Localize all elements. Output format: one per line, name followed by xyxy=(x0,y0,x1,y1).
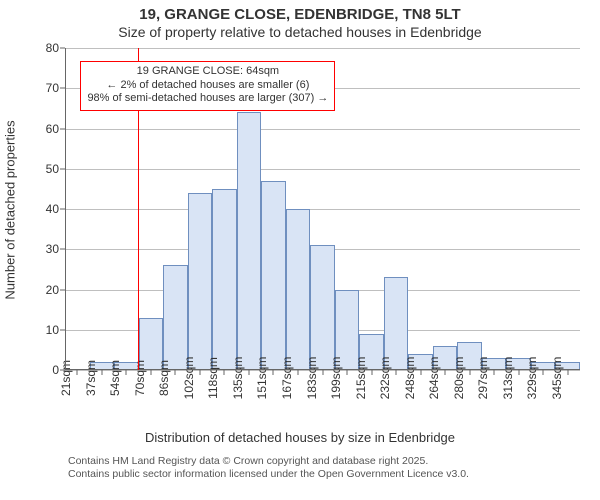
xtick-mark xyxy=(273,370,274,375)
xtick-mark xyxy=(77,370,78,375)
xtick-mark xyxy=(445,370,446,375)
annotation-box: 19 GRANGE CLOSE: 64sqm← 2% of detached h… xyxy=(80,61,335,111)
xtick-label: 199sqm xyxy=(329,357,343,400)
xtick-label: 37sqm xyxy=(84,360,98,396)
attribution-line-2: Contains public sector information licen… xyxy=(68,468,469,481)
ytick-label: 0 xyxy=(52,363,59,377)
xtick-label: 264sqm xyxy=(427,357,441,400)
chart-title-line2: Size of property relative to detached ho… xyxy=(0,24,600,40)
xtick-label: 118sqm xyxy=(206,357,220,399)
attribution-text: Contains HM Land Registry data © Crown c… xyxy=(68,455,469,481)
xtick-label: 313sqm xyxy=(501,357,515,400)
xtick-mark xyxy=(101,370,102,375)
y-axis-label: Number of detached properties xyxy=(3,120,18,299)
xtick-mark xyxy=(224,370,225,375)
xtick-label: 70sqm xyxy=(133,360,147,396)
xtick-label: 54sqm xyxy=(108,360,122,396)
xtick-label: 232sqm xyxy=(378,357,392,400)
xtick-mark xyxy=(420,370,421,375)
ytick-label: 60 xyxy=(46,122,59,136)
xtick-mark xyxy=(567,370,568,375)
histogram-bar xyxy=(188,193,213,370)
annotation-line: 19 GRANGE CLOSE: 64sqm xyxy=(87,65,328,79)
xtick-mark xyxy=(322,370,323,375)
xtick-mark xyxy=(126,370,127,375)
annotation-line: ← 2% of detached houses are smaller (6) xyxy=(87,79,328,93)
xtick-label: 345sqm xyxy=(550,357,564,400)
gridline-h xyxy=(65,48,580,49)
attribution-line-1: Contains HM Land Registry data © Crown c… xyxy=(68,455,469,468)
xtick-label: 151sqm xyxy=(255,357,269,400)
xtick-mark xyxy=(396,370,397,375)
xtick-label: 135sqm xyxy=(231,357,245,400)
chart-title-line1: 19, GRANGE CLOSE, EDENBRIDGE, TN8 5LT xyxy=(0,6,600,23)
xtick-label: 280sqm xyxy=(452,357,466,400)
xtick-mark xyxy=(199,370,200,375)
xtick-label: 167sqm xyxy=(280,357,294,400)
histogram-bar xyxy=(261,181,286,370)
xtick-label: 248sqm xyxy=(403,357,417,400)
x-axis-label: Distribution of detached houses by size … xyxy=(0,430,600,445)
xtick-mark xyxy=(494,370,495,375)
xtick-mark xyxy=(518,370,519,375)
xtick-mark xyxy=(150,370,151,375)
ytick-label: 80 xyxy=(46,41,59,55)
histogram-bar xyxy=(237,112,262,370)
xtick-mark xyxy=(297,370,298,375)
xtick-mark xyxy=(175,370,176,375)
annotation-line: 98% of semi-detached houses are larger (… xyxy=(87,92,328,106)
gridline-h xyxy=(65,169,580,170)
ytick-label: 70 xyxy=(46,81,59,95)
ytick-label: 20 xyxy=(46,283,59,297)
xtick-label: 297sqm xyxy=(476,357,490,400)
ytick-label: 30 xyxy=(46,242,59,256)
xtick-mark xyxy=(248,370,249,375)
xtick-label: 329sqm xyxy=(525,357,539,400)
histogram-bar xyxy=(310,245,335,370)
ytick-label: 10 xyxy=(46,323,59,337)
x-axis-line xyxy=(65,369,580,370)
histogram-bar xyxy=(212,189,237,370)
xtick-label: 86sqm xyxy=(157,360,171,396)
xtick-label: 21sqm xyxy=(59,360,73,396)
xtick-mark xyxy=(469,370,470,375)
gridline-h xyxy=(65,209,580,210)
gridline-h xyxy=(65,129,580,130)
plot-area: 0102030405060708021sqm37sqm54sqm70sqm86s… xyxy=(65,48,580,370)
histogram-bar xyxy=(286,209,311,370)
ytick-label: 40 xyxy=(46,202,59,216)
y-axis-line xyxy=(65,48,66,370)
xtick-label: 102sqm xyxy=(182,357,196,400)
xtick-label: 183sqm xyxy=(305,357,319,400)
xtick-mark xyxy=(543,370,544,375)
ytick-label: 50 xyxy=(46,162,59,176)
histogram-bar xyxy=(163,265,188,370)
xtick-label: 215sqm xyxy=(354,357,368,400)
xtick-mark xyxy=(347,370,348,375)
xtick-mark xyxy=(371,370,372,375)
